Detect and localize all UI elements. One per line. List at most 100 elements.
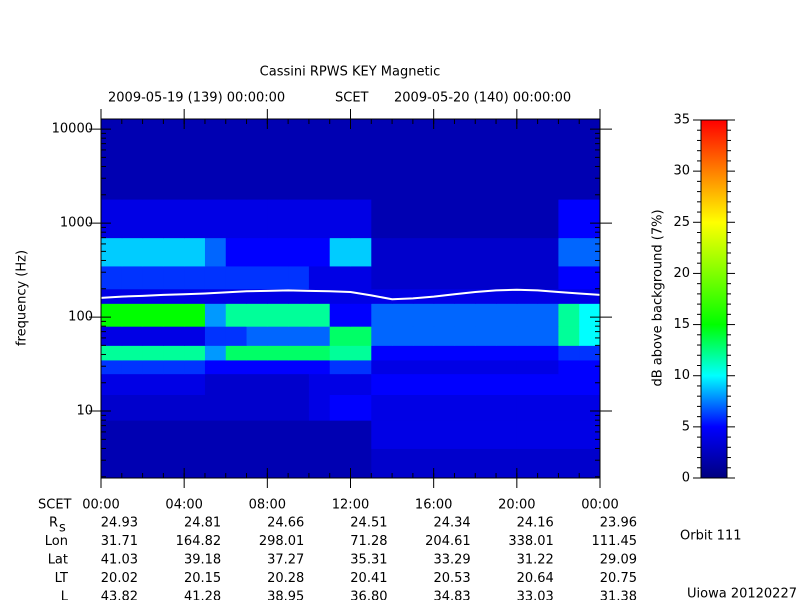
y-tick-label: 1000	[60, 216, 93, 231]
header-end: 2009-05-20 (140) 00:00:00	[394, 91, 571, 106]
heatmap-cell	[204, 265, 227, 290]
heatmap-cell	[246, 326, 268, 346]
heatmap-cell	[516, 420, 539, 449]
heatmap-cell	[246, 265, 268, 290]
heatmap-cell	[329, 265, 351, 290]
heatmap-cell	[392, 326, 414, 346]
heatmap-cell	[142, 448, 164, 479]
x-tick-label: 04:00	[165, 498, 202, 513]
heatmap-cell	[496, 303, 518, 327]
heatmap-cell	[288, 288, 310, 304]
heatmap-cell	[246, 448, 268, 479]
heatmap-cell	[204, 373, 227, 396]
heatmap-cell	[329, 420, 351, 449]
heatmap-cell	[579, 326, 601, 346]
heatmap-cell	[454, 119, 476, 200]
ephemeris-value: 36.80	[350, 590, 387, 600]
heatmap-cell	[350, 326, 372, 346]
heatmap-cell	[288, 326, 310, 346]
x-tick-label: 12:00	[332, 498, 369, 513]
ephemeris-value: 24.81	[184, 516, 221, 531]
colorbar-tick-label: 20	[673, 266, 690, 281]
heatmap-cell	[204, 394, 227, 421]
heatmap-cell	[454, 345, 476, 361]
ephemeris-value: 24.66	[267, 516, 304, 531]
heatmap-cell	[433, 394, 455, 421]
heatmap-cell	[267, 373, 289, 396]
ephemeris-value: 24.34	[433, 516, 470, 531]
heatmap-cell	[350, 359, 372, 375]
heatmap-cell	[246, 359, 268, 375]
ephemeris-value: 41.03	[101, 553, 138, 568]
heatmap-cell	[392, 373, 414, 396]
ephemeris-value: 38.95	[267, 590, 304, 600]
heatmap-cell	[350, 448, 372, 479]
y-axis-label: frequency (Hz)	[15, 250, 30, 346]
heatmap-cell	[163, 237, 185, 267]
ephemeris-value: 31.71	[101, 534, 138, 549]
heatmap-cell	[121, 420, 144, 449]
heatmap-cell	[558, 288, 580, 304]
heatmap-cell	[496, 345, 518, 361]
heatmap-cell	[537, 119, 559, 200]
heatmap-cell	[142, 359, 164, 375]
heatmap-cell	[308, 373, 331, 396]
heatmap-cell	[184, 265, 206, 290]
heatmap-cell	[246, 345, 268, 361]
heatmap-cell	[204, 448, 227, 479]
heatmap-cell	[412, 420, 435, 449]
ephemeris-row-sub: s	[59, 521, 66, 536]
ephemeris-value: 20.75	[600, 571, 637, 586]
x-tick-label: 00:00	[581, 498, 618, 513]
y-tick-label: 100	[68, 310, 93, 325]
heatmap-cell	[412, 326, 435, 346]
heatmap-cell	[454, 199, 476, 239]
heatmap-cell	[225, 420, 248, 449]
heatmap-cell	[142, 119, 164, 200]
heatmap-cell	[101, 373, 123, 396]
heatmap-cell	[246, 420, 268, 449]
ephemeris-row-label: LT	[55, 571, 68, 586]
ephemeris-value: 20.64	[517, 571, 554, 586]
heatmap-cell	[516, 265, 539, 290]
heatmap-cell	[101, 345, 123, 361]
heatmap-cell	[121, 394, 144, 421]
heatmap-cell	[579, 237, 601, 267]
heatmap-cell	[329, 345, 351, 361]
heatmap-cell	[516, 326, 539, 346]
heatmap-cell	[392, 420, 414, 449]
heatmap-cell	[267, 199, 289, 239]
ephemeris-value: 41.28	[184, 590, 221, 600]
x-tick-label: 20:00	[498, 498, 535, 513]
heatmap-cell	[433, 265, 455, 290]
heatmap-cell	[204, 199, 227, 239]
heatmap-cell	[184, 237, 206, 267]
heatmap-cell	[579, 303, 601, 327]
ephemeris-value: 29.09	[600, 553, 637, 568]
ephemeris-label: SCET	[38, 498, 72, 513]
heatmap-cell	[371, 119, 393, 200]
heatmap-cell	[163, 448, 185, 479]
heatmap-cell	[246, 199, 268, 239]
heatmap-cell	[433, 373, 455, 396]
heatmap-cell	[475, 265, 497, 290]
heatmap-cell	[204, 326, 227, 346]
heatmap-cell	[537, 326, 559, 346]
heatmap-cell	[371, 420, 393, 449]
heatmap-cell	[163, 326, 185, 346]
heatmap-cell	[558, 359, 580, 375]
heatmap-cell	[142, 326, 164, 346]
heatmap-cell	[579, 265, 601, 290]
heatmap-cell	[308, 448, 331, 479]
heatmap-cell	[475, 373, 497, 396]
heatmap-cell	[412, 359, 435, 375]
heatmap-cell	[558, 394, 580, 421]
heatmap-cell	[412, 448, 435, 479]
heatmap-cell	[246, 373, 268, 396]
heatmap-cell	[392, 199, 414, 239]
heatmap-cell	[101, 326, 123, 346]
heatmap-cell	[371, 448, 393, 479]
heatmap-cell	[142, 199, 164, 239]
heatmap-cell	[308, 326, 331, 346]
heatmap-cell	[121, 448, 144, 479]
